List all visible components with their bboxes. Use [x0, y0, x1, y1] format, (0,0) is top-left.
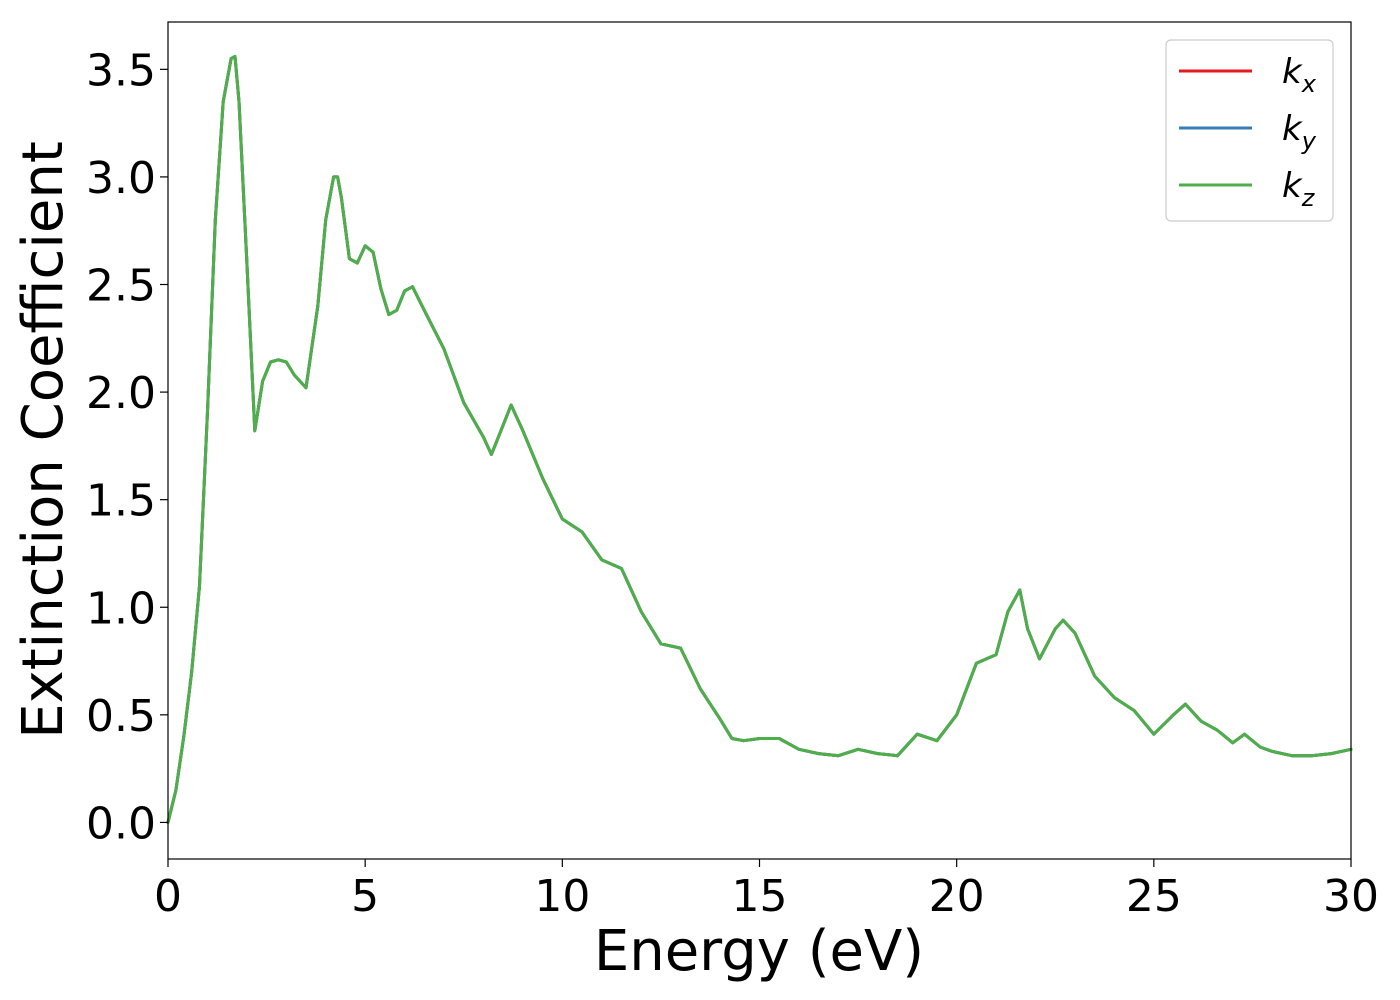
x-tick-label: 20	[929, 871, 985, 922]
x-tick-label: 15	[732, 871, 788, 922]
legend-label: kx	[1282, 52, 1317, 98]
y-tick-label: 0.5	[86, 691, 156, 742]
y-axis-ticks: 0.0 0.5 1.0 1.5 2.0 2.5 3.0 3.5	[86, 45, 168, 849]
y-tick-label: 3.0	[86, 153, 156, 204]
x-axis-label: Energy (eV)	[594, 919, 924, 984]
legend-box	[1165, 39, 1334, 222]
plot-area	[168, 22, 1351, 859]
x-tick-label: 10	[534, 871, 590, 922]
y-tick-label: 3.5	[86, 45, 156, 96]
x-tick-label: 25	[1126, 871, 1182, 922]
series-line-kz	[166, 54, 1353, 824]
legend-label: kz	[1282, 166, 1316, 212]
x-tick-label: 0	[154, 871, 182, 922]
legend: kx ky kz	[1165, 39, 1334, 222]
y-tick-label: 0.0	[86, 798, 156, 849]
x-tick-label: 30	[1323, 871, 1379, 922]
y-tick-label: 2.5	[86, 261, 156, 312]
x-axis-ticks: 0 5 10 15 20 25 30	[154, 859, 1379, 922]
y-tick-label: 1.5	[86, 476, 156, 527]
y-tick-label: 2.0	[86, 368, 156, 419]
y-axis-label: Extinction Coefficient	[11, 141, 76, 739]
legend-label: ky	[1282, 109, 1317, 155]
series-layer	[166, 54, 1353, 824]
y-tick-label: 1.0	[86, 583, 156, 634]
x-tick-label: 5	[351, 871, 379, 922]
